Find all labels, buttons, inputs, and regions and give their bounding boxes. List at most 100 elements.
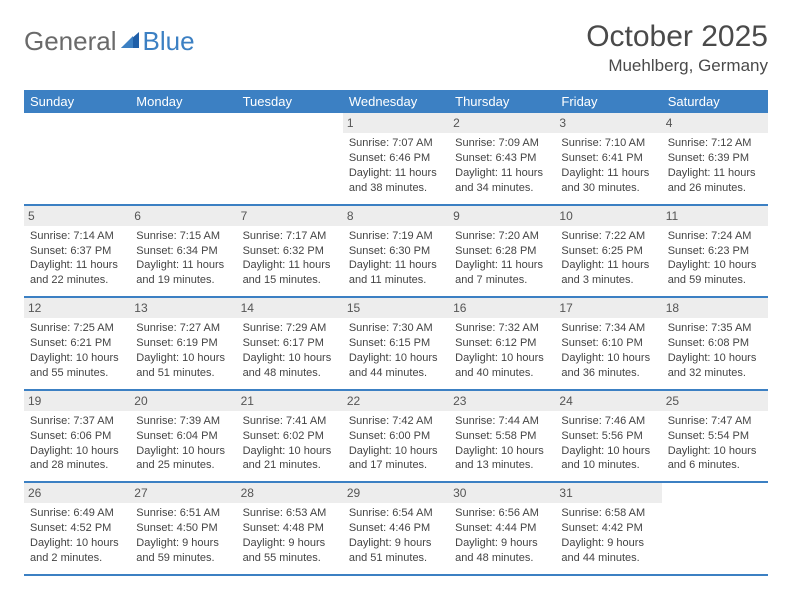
sunrise-text: Sunrise: 7:25 AM (30, 321, 124, 336)
daylight2-text: and 51 minutes. (349, 551, 443, 566)
daylight2-text: and 40 minutes. (455, 366, 549, 381)
daylight1-text: Daylight: 10 hours (136, 444, 230, 459)
daylight1-text: Daylight: 11 hours (30, 258, 124, 273)
day-number: 17 (555, 298, 661, 318)
sunset-text: Sunset: 6:32 PM (243, 244, 337, 259)
day-number: 8 (343, 206, 449, 226)
day-number: 21 (237, 391, 343, 411)
calendar-day-cell: 16Sunrise: 7:32 AMSunset: 6:12 PMDayligh… (449, 297, 555, 390)
weekday-header: Tuesday (237, 90, 343, 113)
daylight1-text: Daylight: 9 hours (136, 536, 230, 551)
calendar-day-cell: 28Sunrise: 6:53 AMSunset: 4:48 PMDayligh… (237, 482, 343, 575)
day-number: 24 (555, 391, 661, 411)
sunset-text: Sunset: 5:56 PM (561, 429, 655, 444)
logo-text-part1: General (24, 26, 117, 57)
daylight2-text: and 51 minutes. (136, 366, 230, 381)
sunrise-text: Sunrise: 6:49 AM (30, 506, 124, 521)
sunset-text: Sunset: 6:19 PM (136, 336, 230, 351)
sunset-text: Sunset: 6:41 PM (561, 151, 655, 166)
daylight1-text: Daylight: 11 hours (136, 258, 230, 273)
sunset-text: Sunset: 6:02 PM (243, 429, 337, 444)
day-number: 23 (449, 391, 555, 411)
sunrise-text: Sunrise: 7:19 AM (349, 229, 443, 244)
calendar-day-cell: 31Sunrise: 6:58 AMSunset: 4:42 PMDayligh… (555, 482, 661, 575)
day-number: 16 (449, 298, 555, 318)
calendar-day-cell: 3Sunrise: 7:10 AMSunset: 6:41 PMDaylight… (555, 113, 661, 205)
day-number: 19 (24, 391, 130, 411)
sunset-text: Sunset: 6:21 PM (30, 336, 124, 351)
page-title: October 2025 (586, 20, 768, 54)
sunrise-text: Sunrise: 7:44 AM (455, 414, 549, 429)
day-number: 10 (555, 206, 661, 226)
sunrise-text: Sunrise: 7:15 AM (136, 229, 230, 244)
sunrise-text: Sunrise: 6:51 AM (136, 506, 230, 521)
calendar-day-cell: 29Sunrise: 6:54 AMSunset: 4:46 PMDayligh… (343, 482, 449, 575)
sunset-text: Sunset: 6:34 PM (136, 244, 230, 259)
calendar-week-row: 19 Sunrise: 7:37 AMSunset: 6:06 PM Dayligh… (24, 390, 768, 483)
calendar-day-cell: 26Sunrise: 6:49 AMSunset: 4:52 PMDayligh… (24, 482, 130, 575)
sunrise-text: Sunrise: 7:37 AM (30, 414, 124, 429)
logo-text-part2: Blue (143, 26, 195, 57)
daylight2-text: and 6 minutes. (668, 458, 762, 473)
daylight2-text: and 36 minutes. (561, 366, 655, 381)
sunrise-text: Sunrise: 6:54 AM (349, 506, 443, 521)
calendar-day-cell: 1Sunrise: 7:07 AMSunset: 6:46 PMDaylight… (343, 113, 449, 205)
sunrise-text: Sunrise: 7:09 AM (455, 136, 549, 151)
sunset-text: Sunset: 6:17 PM (243, 336, 337, 351)
calendar-day-cell: 27Sunrise: 6:51 AMSunset: 4:50 PMDayligh… (130, 482, 236, 575)
weekday-header: Monday (130, 90, 236, 113)
sunset-text: Sunset: 6:25 PM (561, 244, 655, 259)
day-number: 14 (237, 298, 343, 318)
calendar-day-cell: 12Sunrise: 7:25 AMSunset: 6:21 PMDayligh… (24, 297, 130, 390)
calendar-day-cell: 8Sunrise: 7:19 AMSunset: 6:30 PMDaylight… (343, 205, 449, 298)
daylight2-text: and 48 minutes. (243, 366, 337, 381)
daylight1-text: Daylight: 9 hours (243, 536, 337, 551)
daylight1-text: Daylight: 9 hours (349, 536, 443, 551)
sunset-text: Sunset: 6:23 PM (668, 244, 762, 259)
sunset-text: Sunset: 6:06 PM (30, 429, 124, 444)
calendar-day-cell: 25Sunrise: 7:47 AMSunset: 5:54 PMDayligh… (662, 390, 768, 483)
day-number: 22 (343, 391, 449, 411)
daylight2-text: and 59 minutes. (136, 551, 230, 566)
calendar-day-cell: 22Sunrise: 7:42 AMSunset: 6:00 PMDayligh… (343, 390, 449, 483)
calendar-week-row: 1Sunrise: 7:07 AMSunset: 6:46 PMDaylight… (24, 113, 768, 205)
weekday-header: Saturday (662, 90, 768, 113)
calendar-day-cell: 13Sunrise: 7:27 AMSunset: 6:19 PMDayligh… (130, 297, 236, 390)
header: General Blue October 2025 Muehlberg, Ger… (24, 20, 768, 76)
calendar-day-cell: 18Sunrise: 7:35 AMSunset: 6:08 PMDayligh… (662, 297, 768, 390)
daylight2-text: and 30 minutes. (561, 181, 655, 196)
sunset-text: Sunset: 5:58 PM (455, 429, 549, 444)
daylight1-text: Daylight: 9 hours (455, 536, 549, 551)
day-number: 18 (662, 298, 768, 318)
sunset-text: Sunset: 4:50 PM (136, 521, 230, 536)
calendar-day-cell: 24Sunrise: 7:46 AMSunset: 5:56 PMDayligh… (555, 390, 661, 483)
calendar-week-row: 5Sunrise: 7:14 AMSunset: 6:37 PMDaylight… (24, 205, 768, 298)
daylight2-text: and 26 minutes. (668, 181, 762, 196)
calendar-day-cell: 21Sunrise: 7:41 AMSunset: 6:02 PMDayligh… (237, 390, 343, 483)
sunset-text: Sunset: 4:48 PM (243, 521, 337, 536)
calendar-day-cell: 10Sunrise: 7:22 AMSunset: 6:25 PMDayligh… (555, 205, 661, 298)
day-number: 1 (343, 113, 449, 133)
day-number: 11 (662, 206, 768, 226)
sunset-text: Sunset: 6:04 PM (136, 429, 230, 444)
daylight2-text: and 15 minutes. (243, 273, 337, 288)
day-number: 2 (449, 113, 555, 133)
day-number: 7 (237, 206, 343, 226)
daylight2-text: and 19 minutes. (136, 273, 230, 288)
calendar-day-cell: 20Sunrise: 7:39 AMSunset: 6:04 PMDayligh… (130, 390, 236, 483)
calendar-day-cell (237, 113, 343, 205)
weekday-header-row: Sunday Monday Tuesday Wednesday Thursday… (24, 90, 768, 113)
sunrise-text: Sunrise: 7:27 AM (136, 321, 230, 336)
daylight2-text: and 17 minutes. (349, 458, 443, 473)
sunset-text: Sunset: 6:37 PM (30, 244, 124, 259)
weekday-header: Sunday (24, 90, 130, 113)
daylight1-text: Daylight: 11 hours (561, 258, 655, 273)
daylight2-text: and 28 minutes. (30, 458, 124, 473)
sunrise-text: Sunrise: 7:10 AM (561, 136, 655, 151)
daylight1-text: Daylight: 11 hours (349, 258, 443, 273)
sunrise-text: Sunrise: 7:24 AM (668, 229, 762, 244)
sunrise-text: Sunrise: 6:53 AM (243, 506, 337, 521)
day-number: 30 (449, 483, 555, 503)
sunrise-text: Sunrise: 7:29 AM (243, 321, 337, 336)
sunset-text: Sunset: 6:46 PM (349, 151, 443, 166)
